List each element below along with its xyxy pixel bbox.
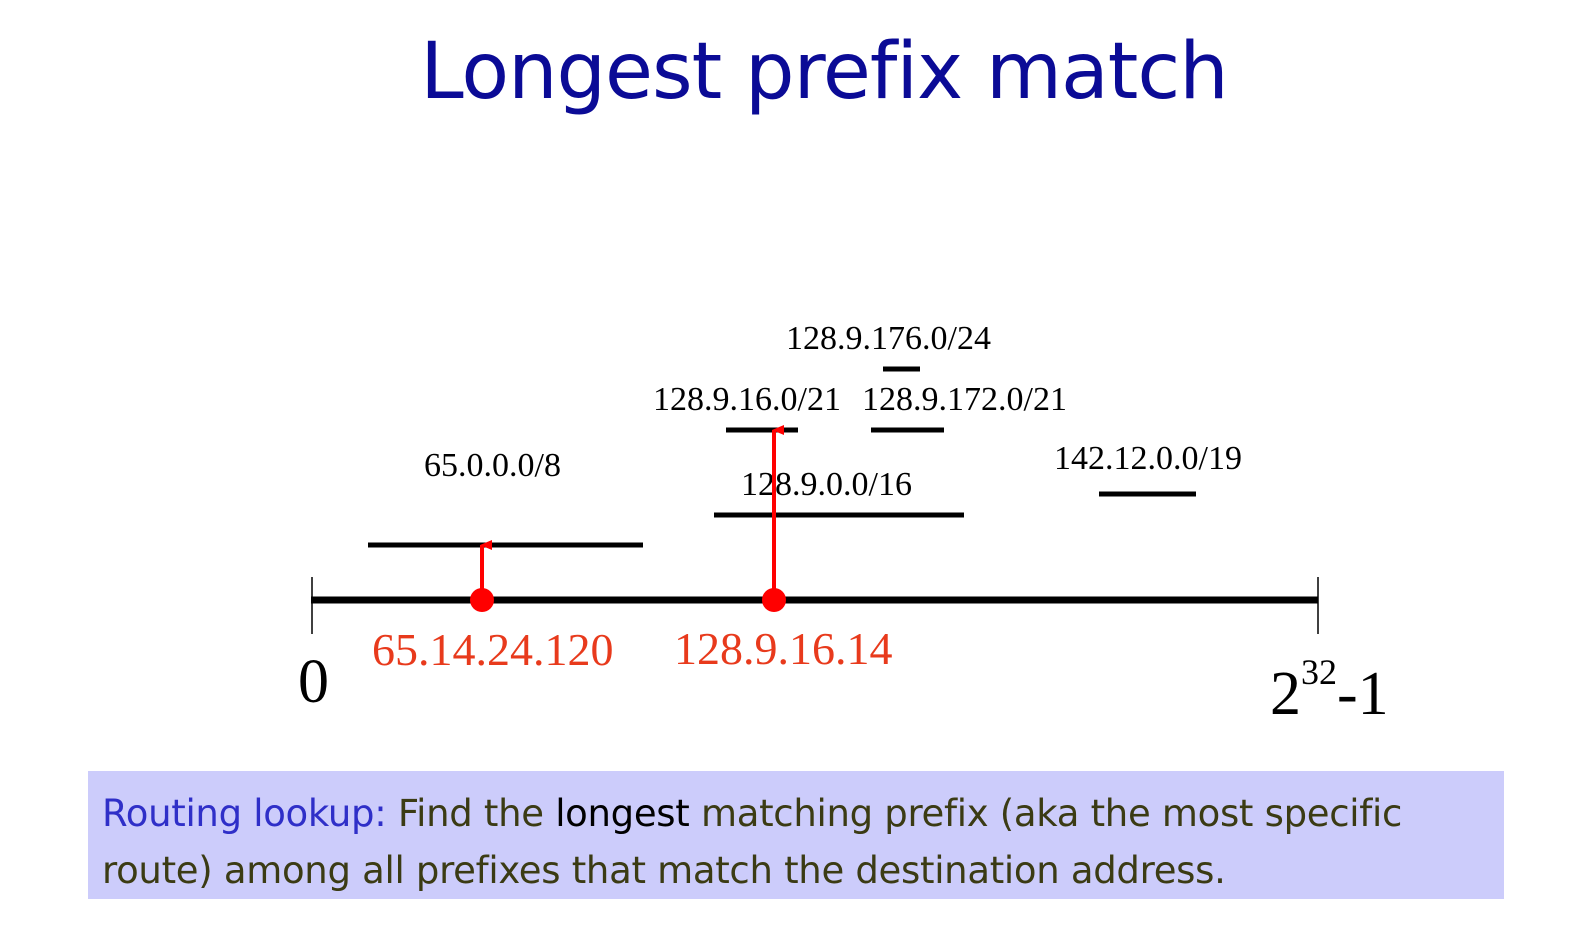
axis-end-exponent: 32 (1301, 652, 1337, 692)
prefix-label: 128.9.176.0/24 (786, 320, 991, 357)
prefix-label: 142.12.0.0/19 (1054, 440, 1242, 477)
axis-end-label: 232-1 (1270, 652, 1389, 728)
callout-text-1: Find the (386, 792, 556, 835)
axis-end-suffix: -1 (1337, 660, 1389, 728)
axis-start-label: 0 (298, 648, 329, 716)
routing-lookup-callout: Routing lookup: Find the longest matchin… (88, 771, 1504, 899)
prefix-label: 65.0.0.0/8 (424, 447, 561, 484)
callout-text-2: matching prefix (aka the most specific r… (102, 792, 1402, 892)
callout-lead: Routing lookup: (102, 792, 387, 835)
address-label: 65.14.24.120 (372, 624, 614, 675)
prefix-label: 128.9.0.0/16 (741, 466, 912, 503)
prefix-label: 128.9.172.0/21 (862, 381, 1067, 418)
prefix-label: 128.9.16.0/21 (653, 381, 841, 418)
slide-title: Longest prefix match (420, 27, 1228, 117)
address-label: 128.9.16.14 (674, 623, 893, 674)
address-marker (762, 588, 786, 612)
callout-emphasis: longest (555, 792, 690, 835)
address-marker (470, 588, 494, 612)
axis-end-base: 2 (1270, 660, 1301, 728)
